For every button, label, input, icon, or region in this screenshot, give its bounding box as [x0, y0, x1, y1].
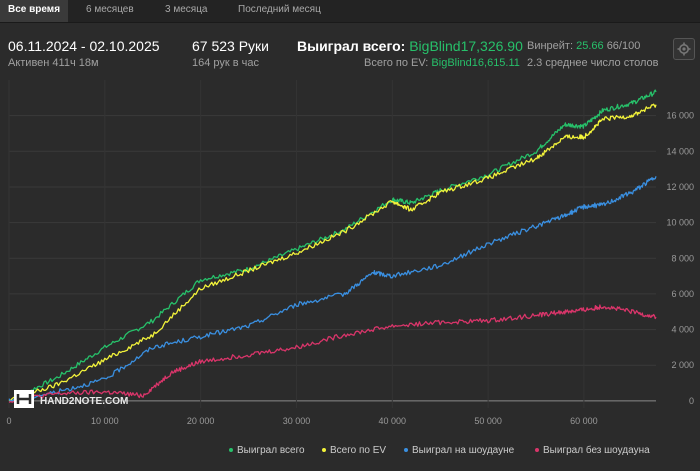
ev-total: Всего по EV: BigBlind16,615.11 [364, 57, 520, 69]
date-range: 06.11.2024 - 02.10.2025 [8, 38, 160, 54]
x-tick-label: 20 000 [187, 416, 215, 426]
series-line [8, 176, 657, 403]
x-tick-label: 50 000 [474, 416, 502, 426]
hands-per-hour: 164 рук в час [192, 57, 260, 69]
winrate: Винрейт: 25.66 66/100 [527, 40, 640, 52]
y-tick-label: 16 000 [666, 111, 694, 121]
winrate-suffix: 66/100 [606, 40, 641, 52]
series-line [8, 89, 657, 402]
y-axis-ticks: 0 2 000 4 000 6 000 8 000 10 000 12 000 14 000 1… [666, 111, 694, 406]
stats-panel: 06.11.2024 - 02.10.2025 Активен 411ч 18м… [0, 22, 700, 72]
winrate-value: 25.66 [576, 40, 604, 52]
y-tick-label: 2 000 [671, 360, 694, 370]
tab-6-months[interactable]: 6 месяцев [86, 4, 134, 15]
y-tick-label: 6 000 [671, 289, 694, 299]
won-value: BigBlind17,326.90 [409, 38, 523, 54]
legend-item-ev[interactable]: Всего по EV [322, 445, 386, 456]
won-label: Выиграл всего: [297, 38, 406, 54]
watermark-logo: HAND2NOTE.COM [14, 390, 128, 408]
x-tick-label: 30 000 [283, 416, 311, 426]
x-tick-label: 10 000 [91, 416, 119, 426]
period-tabs: Все время 6 месяцев 3 месяца Последний м… [0, 0, 700, 23]
legend-item-showdown[interactable]: Выиграл на шоудауне [404, 445, 514, 456]
legend-label: Всего по EV [330, 445, 387, 456]
series-line [8, 103, 657, 402]
y-tick-label: 8 000 [671, 253, 694, 263]
y-tick-label: 14 000 [666, 146, 694, 156]
chart-series [8, 89, 657, 403]
tab-last-month[interactable]: Последний месяц [238, 4, 321, 15]
legend-item-nonshowdown[interactable]: Выиграл без шоудауна [535, 445, 650, 456]
legend-dot-icon [535, 448, 539, 453]
legend-label: Выиграл без шоудауна [543, 445, 650, 456]
legend-dot-icon [404, 448, 408, 453]
avg-tables: 2.3 среднее число столов [527, 57, 659, 69]
legend-dot-icon [229, 448, 233, 453]
y-tick-label: 10 000 [666, 218, 694, 228]
won-total: Выиграл всего: BigBlind17,326.90 [297, 38, 523, 54]
winrate-label: Винрейт: [527, 40, 574, 52]
x-tick-label: 60 000 [570, 416, 598, 426]
hands-count: 67 523 Руки [192, 38, 269, 54]
ev-label: Всего по EV: [364, 57, 429, 69]
active-time: Активен 411ч 18м [8, 57, 99, 69]
ev-value: BigBlind16,615.11 [431, 57, 520, 69]
legend-dot-icon [322, 448, 326, 453]
y-tick-label: 0 [689, 396, 694, 406]
settings-gear-icon[interactable] [673, 38, 695, 60]
x-tick-label: 40 000 [379, 416, 407, 426]
x-tick-label: 0 [6, 416, 11, 426]
legend-label: Выиграл всего [237, 445, 305, 456]
y-tick-label: 12 000 [666, 182, 694, 192]
legend-label: Выиграл на шоудауне [412, 445, 515, 456]
tab-3-months[interactable]: 3 месяца [165, 4, 208, 15]
y-tick-label: 4 000 [671, 325, 694, 335]
chart-grid [8, 80, 656, 408]
series-line [8, 304, 657, 403]
tab-all-time[interactable]: Все время [0, 0, 69, 22]
watermark-text: HAND2NOTE.COM [40, 396, 128, 407]
profit-chart: 0 2 000 4 000 6 000 8 000 10 000 12 000 14 000 1… [6, 80, 694, 426]
legend-item-won[interactable]: Выиграл всего [229, 445, 305, 456]
x-axis-ticks: 0 10 000 20 000 30 000 40 000 50 000 60 000 [6, 416, 597, 426]
